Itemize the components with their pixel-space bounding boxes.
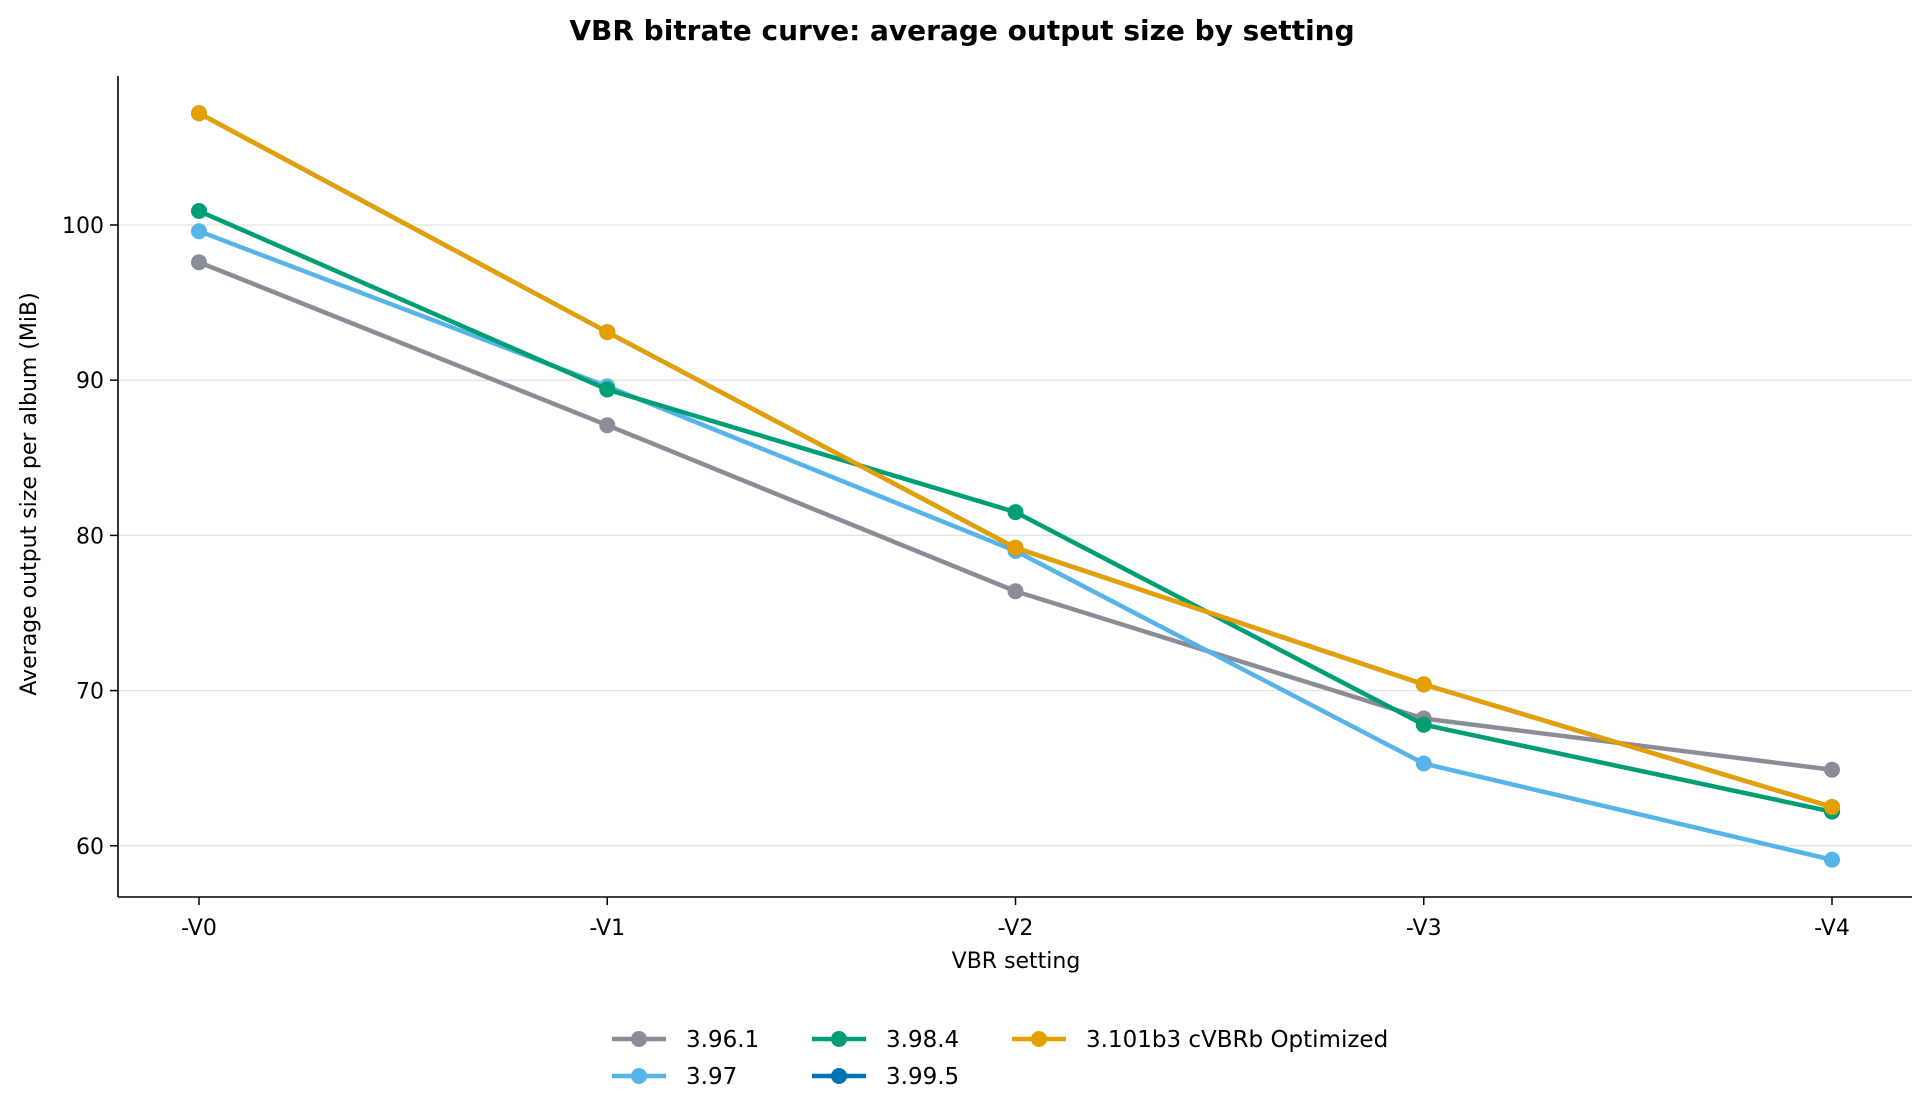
- legend-label: 3.101b3 cVBRb Optimized: [1086, 1027, 1388, 1053]
- y-axis-ticks: 60 70 80 90 100: [62, 214, 118, 860]
- data-point: [1007, 583, 1024, 600]
- legend-item: 3.97: [612, 1064, 737, 1090]
- data-point: [1415, 676, 1432, 693]
- legend-item: 3.98.4: [812, 1027, 959, 1053]
- series-3-99-5: [191, 105, 1840, 815]
- data-point: [599, 381, 616, 398]
- data-point: [1415, 716, 1432, 733]
- legend: 3.96.1 3.97 3.98.4 3.99.5 3.101b3 cVBRb Opti…: [612, 1027, 1388, 1090]
- legend-swatch-marker: [831, 1031, 847, 1047]
- legend-item: 3.101b3 cVBRb Optimized: [1012, 1027, 1388, 1053]
- data-point: [1824, 761, 1840, 778]
- grid-lines: [118, 224, 1912, 847]
- series-lines: [191, 105, 1840, 868]
- data-point: [191, 254, 207, 271]
- y-tick-label-90: 90: [76, 369, 104, 394]
- x-tick-label: -V2: [998, 916, 1034, 941]
- x-tick-label: -V3: [1406, 916, 1442, 941]
- data-point: [599, 324, 616, 341]
- data-point: [1415, 755, 1432, 772]
- series-3-98-4: [191, 203, 1840, 820]
- legend-item: 3.99.5: [812, 1064, 959, 1090]
- data-point: [191, 223, 207, 240]
- y-axis-label: Average output size per album (MiB): [17, 292, 42, 695]
- chart-title: VBR bitrate curve: average output size b…: [569, 14, 1354, 47]
- data-point: [1824, 851, 1840, 868]
- y-tick-label-100: 100: [62, 214, 104, 239]
- data-point: [191, 203, 207, 220]
- legend-swatch-marker: [831, 1068, 847, 1084]
- axes: [117, 76, 1912, 898]
- y-tick-label-70: 70: [76, 680, 104, 705]
- data-point: [599, 417, 616, 434]
- series-line: [196, 110, 1835, 810]
- legend-swatch-marker: [631, 1068, 647, 1084]
- x-tick-label: -V1: [589, 916, 625, 941]
- data-point: [1824, 798, 1840, 815]
- legend-label: 3.99.5: [886, 1064, 959, 1090]
- legend-label: 3.98.4: [886, 1027, 959, 1053]
- x-axis-label: VBR setting: [952, 949, 1081, 974]
- legend-label: 3.97: [686, 1064, 737, 1090]
- legend-item: 3.96.1: [612, 1027, 759, 1053]
- x-axis-ticks: -V0 -V1 -V2 -V3 -V4: [181, 897, 1850, 941]
- data-point: [191, 105, 207, 122]
- x-tick-label: -V4: [1814, 916, 1850, 941]
- legend-label: 3.96.1: [686, 1027, 759, 1053]
- legend-swatch-marker: [1031, 1031, 1047, 1047]
- series-3-101b3-cvbrb-optimized: [191, 105, 1840, 815]
- y-tick-label-80: 80: [76, 524, 104, 549]
- data-point: [1007, 504, 1024, 521]
- series-line: [196, 110, 1835, 810]
- data-point: [1007, 539, 1024, 556]
- y-tick-label-60: 60: [76, 835, 104, 860]
- legend-swatch-marker: [631, 1031, 647, 1047]
- x-tick-label: -V0: [181, 916, 217, 941]
